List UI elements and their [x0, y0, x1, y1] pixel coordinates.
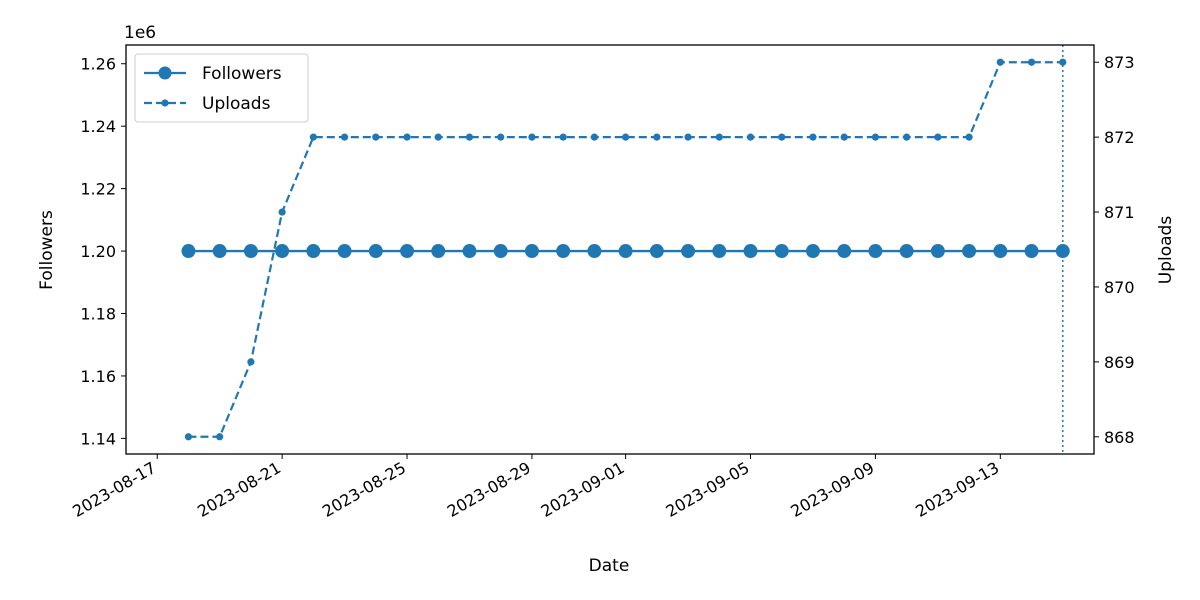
point-uploads-2023-09-10 [903, 133, 911, 141]
plot-frame [125, 44, 1095, 455]
point-followers-2023-08-24 [368, 244, 383, 259]
point-uploads-2023-08-26 [434, 133, 442, 141]
point-uploads-2023-09-02 [653, 133, 661, 141]
point-uploads-2023-08-24 [372, 133, 380, 141]
point-uploads-2023-09-09 [871, 133, 880, 141]
point-uploads-2023-08-27 [465, 133, 474, 141]
right-y-tick-label: 873 [1104, 53, 1135, 72]
point-followers-2023-08-19 [212, 244, 227, 259]
legend-label-followers: Followers [202, 64, 282, 84]
point-followers-2023-09-02 [649, 244, 664, 259]
point-followers-2023-08-31 [587, 244, 602, 259]
point-uploads-2023-09-03 [684, 133, 692, 141]
point-uploads-2023-08-31 [590, 133, 598, 141]
point-followers-2023-09-06 [774, 244, 789, 259]
point-followers-2023-08-22 [306, 244, 321, 259]
legend-box [134, 53, 309, 123]
point-followers-2023-08-18 [181, 244, 196, 259]
point-followers-2023-08-29 [524, 244, 539, 259]
left-y-tick-label: 1.18 [80, 305, 116, 324]
right-y-tick-label: 870 [1104, 278, 1135, 297]
point-followers-2023-09-09 [868, 244, 883, 259]
left-axis-offset-label: 1e6 [124, 23, 156, 43]
point-uploads-2023-08-18 [184, 433, 193, 441]
point-uploads-2023-09-13 [996, 58, 1004, 66]
point-followers-2023-09-05 [743, 244, 758, 259]
right-y-tick-label: 868 [1104, 428, 1135, 447]
point-uploads-2023-09-01 [622, 133, 630, 141]
right-y-tick-label: 869 [1104, 353, 1135, 372]
point-uploads-2023-08-22 [309, 133, 317, 141]
right-y-axis-label: Uploads [1156, 216, 1176, 285]
left-y-tick-label: 1.20 [80, 242, 116, 261]
point-followers-2023-08-27 [462, 244, 477, 259]
legend-label-uploads: Uploads [202, 94, 271, 114]
point-uploads-2023-09-05 [746, 133, 755, 141]
point-uploads-2023-09-12 [965, 133, 973, 141]
left-y-axis-label: Followers [37, 210, 57, 290]
point-followers-2023-08-26 [431, 244, 446, 259]
point-uploads-2023-08-19 [216, 433, 224, 441]
left-y-tick-label: 1.22 [80, 180, 116, 199]
point-followers-2023-09-14 [1024, 244, 1039, 259]
left-y-tick-label: 1.26 [80, 55, 116, 74]
point-followers-2023-09-08 [837, 244, 852, 259]
point-followers-2023-09-07 [805, 244, 820, 259]
point-uploads-2023-08-28 [497, 133, 505, 141]
point-uploads-2023-08-30 [559, 133, 567, 141]
point-followers-2023-09-04 [712, 244, 727, 259]
point-uploads-2023-08-20 [247, 358, 255, 366]
point-followers-2023-08-20 [243, 244, 258, 259]
point-uploads-2023-08-25 [403, 133, 411, 141]
point-uploads-2023-09-04 [715, 133, 723, 141]
point-uploads-2023-08-29 [528, 133, 536, 141]
point-followers-2023-08-28 [493, 244, 508, 259]
point-uploads-2023-09-15 [1059, 58, 1067, 66]
point-followers-2023-08-30 [556, 244, 571, 259]
point-uploads-2023-09-06 [778, 133, 786, 141]
legend: Followers Uploads [134, 53, 309, 123]
point-followers-2023-09-13 [993, 244, 1008, 259]
point-uploads-2023-08-23 [340, 133, 349, 141]
point-followers-2023-09-11 [930, 244, 945, 259]
point-followers-2023-09-03 [681, 244, 696, 259]
point-uploads-2023-09-07 [809, 133, 817, 141]
left-y-tick-label: 1.14 [80, 429, 116, 448]
point-uploads-2023-08-21 [278, 208, 286, 216]
point-followers-2023-08-25 [400, 244, 415, 259]
right-y-tick-label: 872 [1104, 128, 1135, 147]
point-followers-2023-09-10 [899, 244, 914, 259]
legend-marker-followers [158, 66, 172, 80]
left-y-tick-label: 1.24 [80, 117, 116, 136]
point-uploads-2023-09-08 [840, 133, 848, 141]
right-y-tick-label: 871 [1104, 203, 1135, 222]
legend-marker-uploads [161, 99, 169, 107]
point-followers-2023-09-12 [962, 244, 977, 259]
series-line-uploads [188, 61, 1063, 438]
x-axis-label: Date [589, 556, 630, 576]
point-followers-2023-08-21 [275, 244, 290, 259]
left-y-tick-label: 1.16 [80, 367, 116, 386]
plot-area [181, 45, 1070, 454]
point-uploads-2023-09-11 [934, 133, 942, 141]
point-followers-2023-09-15 [1055, 244, 1070, 259]
point-followers-2023-09-01 [618, 244, 633, 259]
point-uploads-2023-09-14 [1027, 58, 1036, 66]
point-followers-2023-08-23 [337, 244, 352, 259]
